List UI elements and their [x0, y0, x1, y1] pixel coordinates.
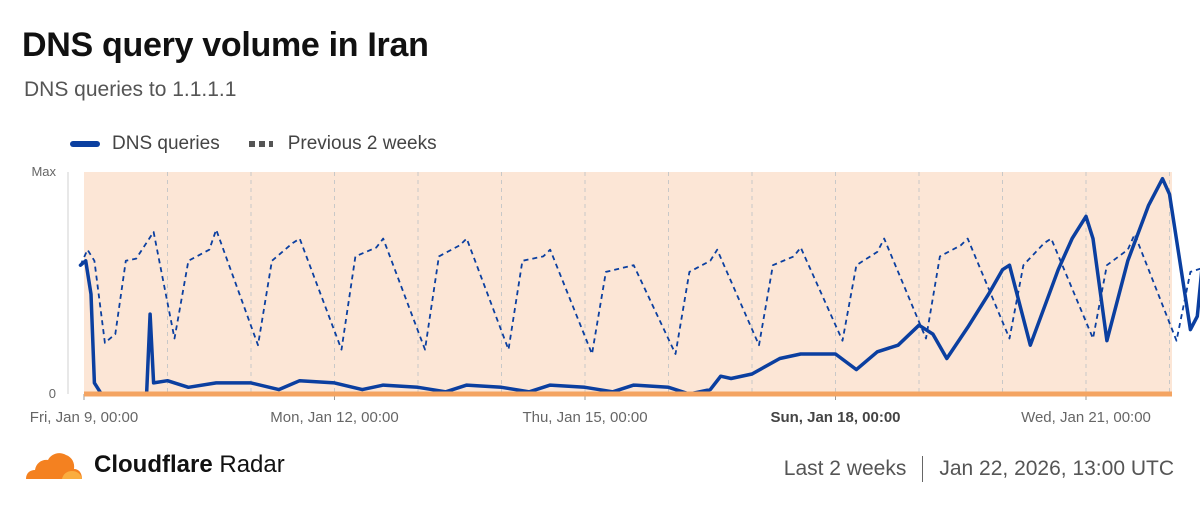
legend-swatch-solid	[70, 141, 100, 147]
legend-label-dns-queries: DNS queries	[112, 133, 220, 154]
y-tick-label: Max	[31, 164, 56, 179]
legend-label-previous-weeks: Previous 2 weeks	[287, 133, 437, 154]
x-tick-label: Wed, Jan 21, 00:00	[1021, 409, 1151, 426]
legend-item-previous-weeks[interactable]: Previous 2 weeks	[246, 133, 437, 155]
x-tick-label: Fri, Jan 9, 00:00	[30, 409, 138, 426]
page-subtitle: DNS queries to 1.1.1.1	[24, 78, 237, 101]
footer-divider	[922, 456, 924, 482]
cloud-icon	[26, 453, 82, 479]
chart-legend: DNS queries Previous 2 weeks	[70, 132, 463, 156]
x-tick-label: Thu, Jan 15, 00:00	[522, 409, 647, 426]
timestamp-label: Jan 22, 2026, 13:00 UTC	[939, 457, 1174, 480]
time-range-label: Last 2 weeks	[783, 457, 907, 480]
x-tick-label: Mon, Jan 12, 00:00	[270, 409, 398, 426]
brand-name: Cloudflare Radar	[94, 451, 285, 478]
page-title: DNS query volume in Iran	[22, 26, 429, 64]
series-line-previous-weeks	[79, 228, 1200, 355]
chart-area: Max 0 Fri, Jan 9, 00:00 Mon, Jan 12, 00:00 T…	[30, 164, 1200, 426]
series-line-dns-queries	[78, 176, 1200, 396]
legend-item-dns-queries[interactable]: DNS queries	[70, 133, 220, 155]
y-tick-label: 0	[49, 386, 56, 401]
x-tick-label: Sun, Jan 18, 00:00	[770, 409, 900, 426]
footer-meta: Last 2 weeks Jan 22, 2026, 13:00 UTC	[784, 456, 1174, 482]
legend-swatch-dashed	[248, 141, 273, 147]
cloudflare-logo[interactable]: Cloudflare Radar	[22, 449, 285, 481]
shaded-region	[84, 172, 1172, 394]
